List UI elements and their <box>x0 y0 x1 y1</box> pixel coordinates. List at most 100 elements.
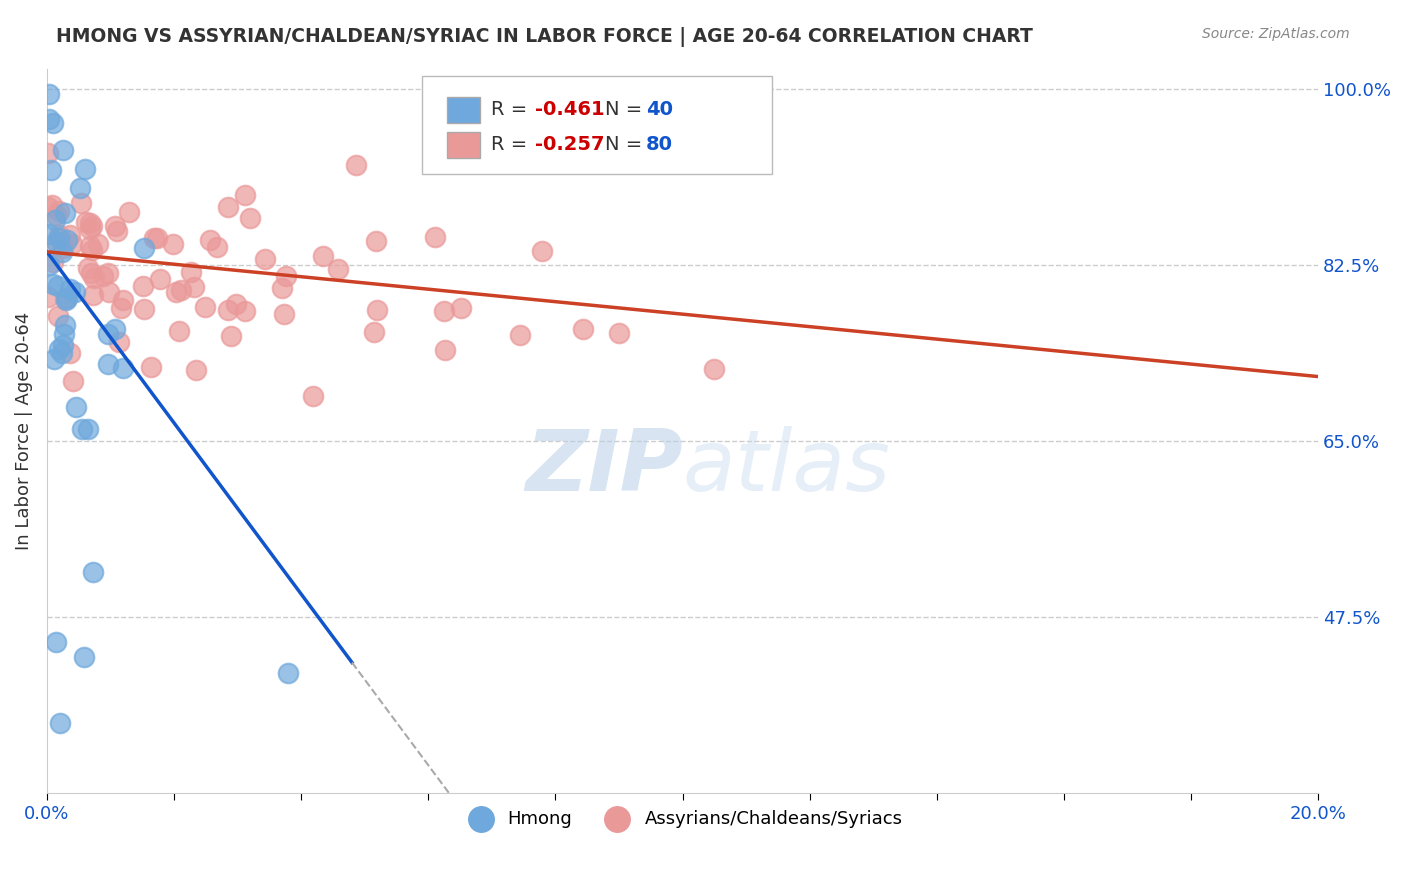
Point <box>87 237 110 252</box>
Point <box>253 252 276 266</box>
Text: -0.461: -0.461 <box>536 100 605 120</box>
Point <box>509 327 531 342</box>
Point <box>45 208 67 222</box>
Point <box>60 237 83 252</box>
Point <box>75 162 97 177</box>
Point <box>37 201 59 215</box>
FancyBboxPatch shape <box>447 132 481 158</box>
Point <box>145 230 167 244</box>
Text: -0.257: -0.257 <box>536 135 605 154</box>
Point <box>91 268 114 283</box>
Point <box>132 278 155 293</box>
Point <box>38 87 60 101</box>
Point <box>143 231 166 245</box>
Point <box>55 291 77 305</box>
Point <box>139 360 162 375</box>
Point <box>80 243 103 257</box>
Point <box>217 302 239 317</box>
Point <box>205 239 228 253</box>
Point <box>273 307 295 321</box>
Point <box>149 272 172 286</box>
Point <box>44 212 66 227</box>
Point <box>51 346 73 360</box>
Point <box>48 231 70 245</box>
Text: HMONG VS ASSYRIAN/CHALDEAN/SYRIAC IN LABOR FORCE | AGE 20-64 CORRELATION CHART: HMONG VS ASSYRIAN/CHALDEAN/SYRIAC IN LAB… <box>56 27 1033 46</box>
Point <box>37 146 59 161</box>
Point <box>607 326 630 340</box>
Point <box>41 277 63 292</box>
Point <box>82 565 104 579</box>
Point <box>53 206 76 220</box>
Point <box>48 715 70 730</box>
Point <box>59 282 82 296</box>
Point <box>363 326 385 340</box>
Point <box>51 245 73 260</box>
Point <box>198 233 221 247</box>
Y-axis label: In Labor Force | Age 20-64: In Labor Force | Age 20-64 <box>15 312 32 550</box>
Point <box>162 237 184 252</box>
Point <box>41 198 63 212</box>
Point <box>312 249 335 263</box>
Point <box>70 422 93 436</box>
Point <box>366 303 388 318</box>
Point <box>56 233 79 247</box>
Point <box>433 304 456 318</box>
Text: N =: N = <box>605 100 648 120</box>
Point <box>59 345 82 359</box>
Point <box>97 357 120 371</box>
Point <box>79 222 101 236</box>
Point <box>38 227 60 242</box>
Point <box>65 400 87 414</box>
Point <box>239 211 262 225</box>
Point <box>53 293 76 307</box>
Point <box>183 279 205 293</box>
Point <box>46 310 69 324</box>
Point <box>48 342 70 356</box>
Point <box>110 301 132 315</box>
Point <box>364 234 387 248</box>
Point <box>302 389 325 403</box>
Text: R =: R = <box>491 135 533 154</box>
Point <box>112 361 135 376</box>
Point <box>277 665 299 680</box>
Point <box>53 318 76 332</box>
Point <box>98 285 121 299</box>
Point <box>165 285 187 300</box>
Point <box>79 216 101 230</box>
Point <box>63 285 86 300</box>
Point <box>274 268 297 283</box>
Point <box>108 334 131 349</box>
Text: Source: ZipAtlas.com: Source: ZipAtlas.com <box>1202 27 1350 41</box>
Point <box>326 261 349 276</box>
Point <box>225 297 247 311</box>
Point <box>42 352 65 367</box>
Text: ZIP: ZIP <box>524 425 682 508</box>
FancyBboxPatch shape <box>422 76 772 174</box>
FancyBboxPatch shape <box>447 97 481 123</box>
Point <box>79 239 101 253</box>
Point <box>69 181 91 195</box>
Text: atlas: atlas <box>682 425 890 508</box>
Point <box>80 219 103 234</box>
Point <box>75 215 97 229</box>
Point <box>219 329 242 343</box>
Point <box>167 324 190 338</box>
Point <box>48 203 70 218</box>
Point <box>39 163 62 178</box>
Point <box>45 635 67 649</box>
Point <box>69 195 91 210</box>
Point <box>80 266 103 280</box>
Point <box>530 244 553 258</box>
Legend: Hmong, Assyrians/Chaldeans/Syriacs: Hmong, Assyrians/Chaldeans/Syriacs <box>456 803 910 835</box>
Point <box>53 327 76 342</box>
Point <box>48 227 70 242</box>
Point <box>41 254 63 268</box>
Point <box>62 374 84 388</box>
Point <box>38 258 60 272</box>
Point <box>83 271 105 285</box>
Point <box>217 200 239 214</box>
Point <box>48 278 70 293</box>
Point <box>169 283 191 297</box>
Point <box>194 300 217 314</box>
Point <box>38 112 60 126</box>
